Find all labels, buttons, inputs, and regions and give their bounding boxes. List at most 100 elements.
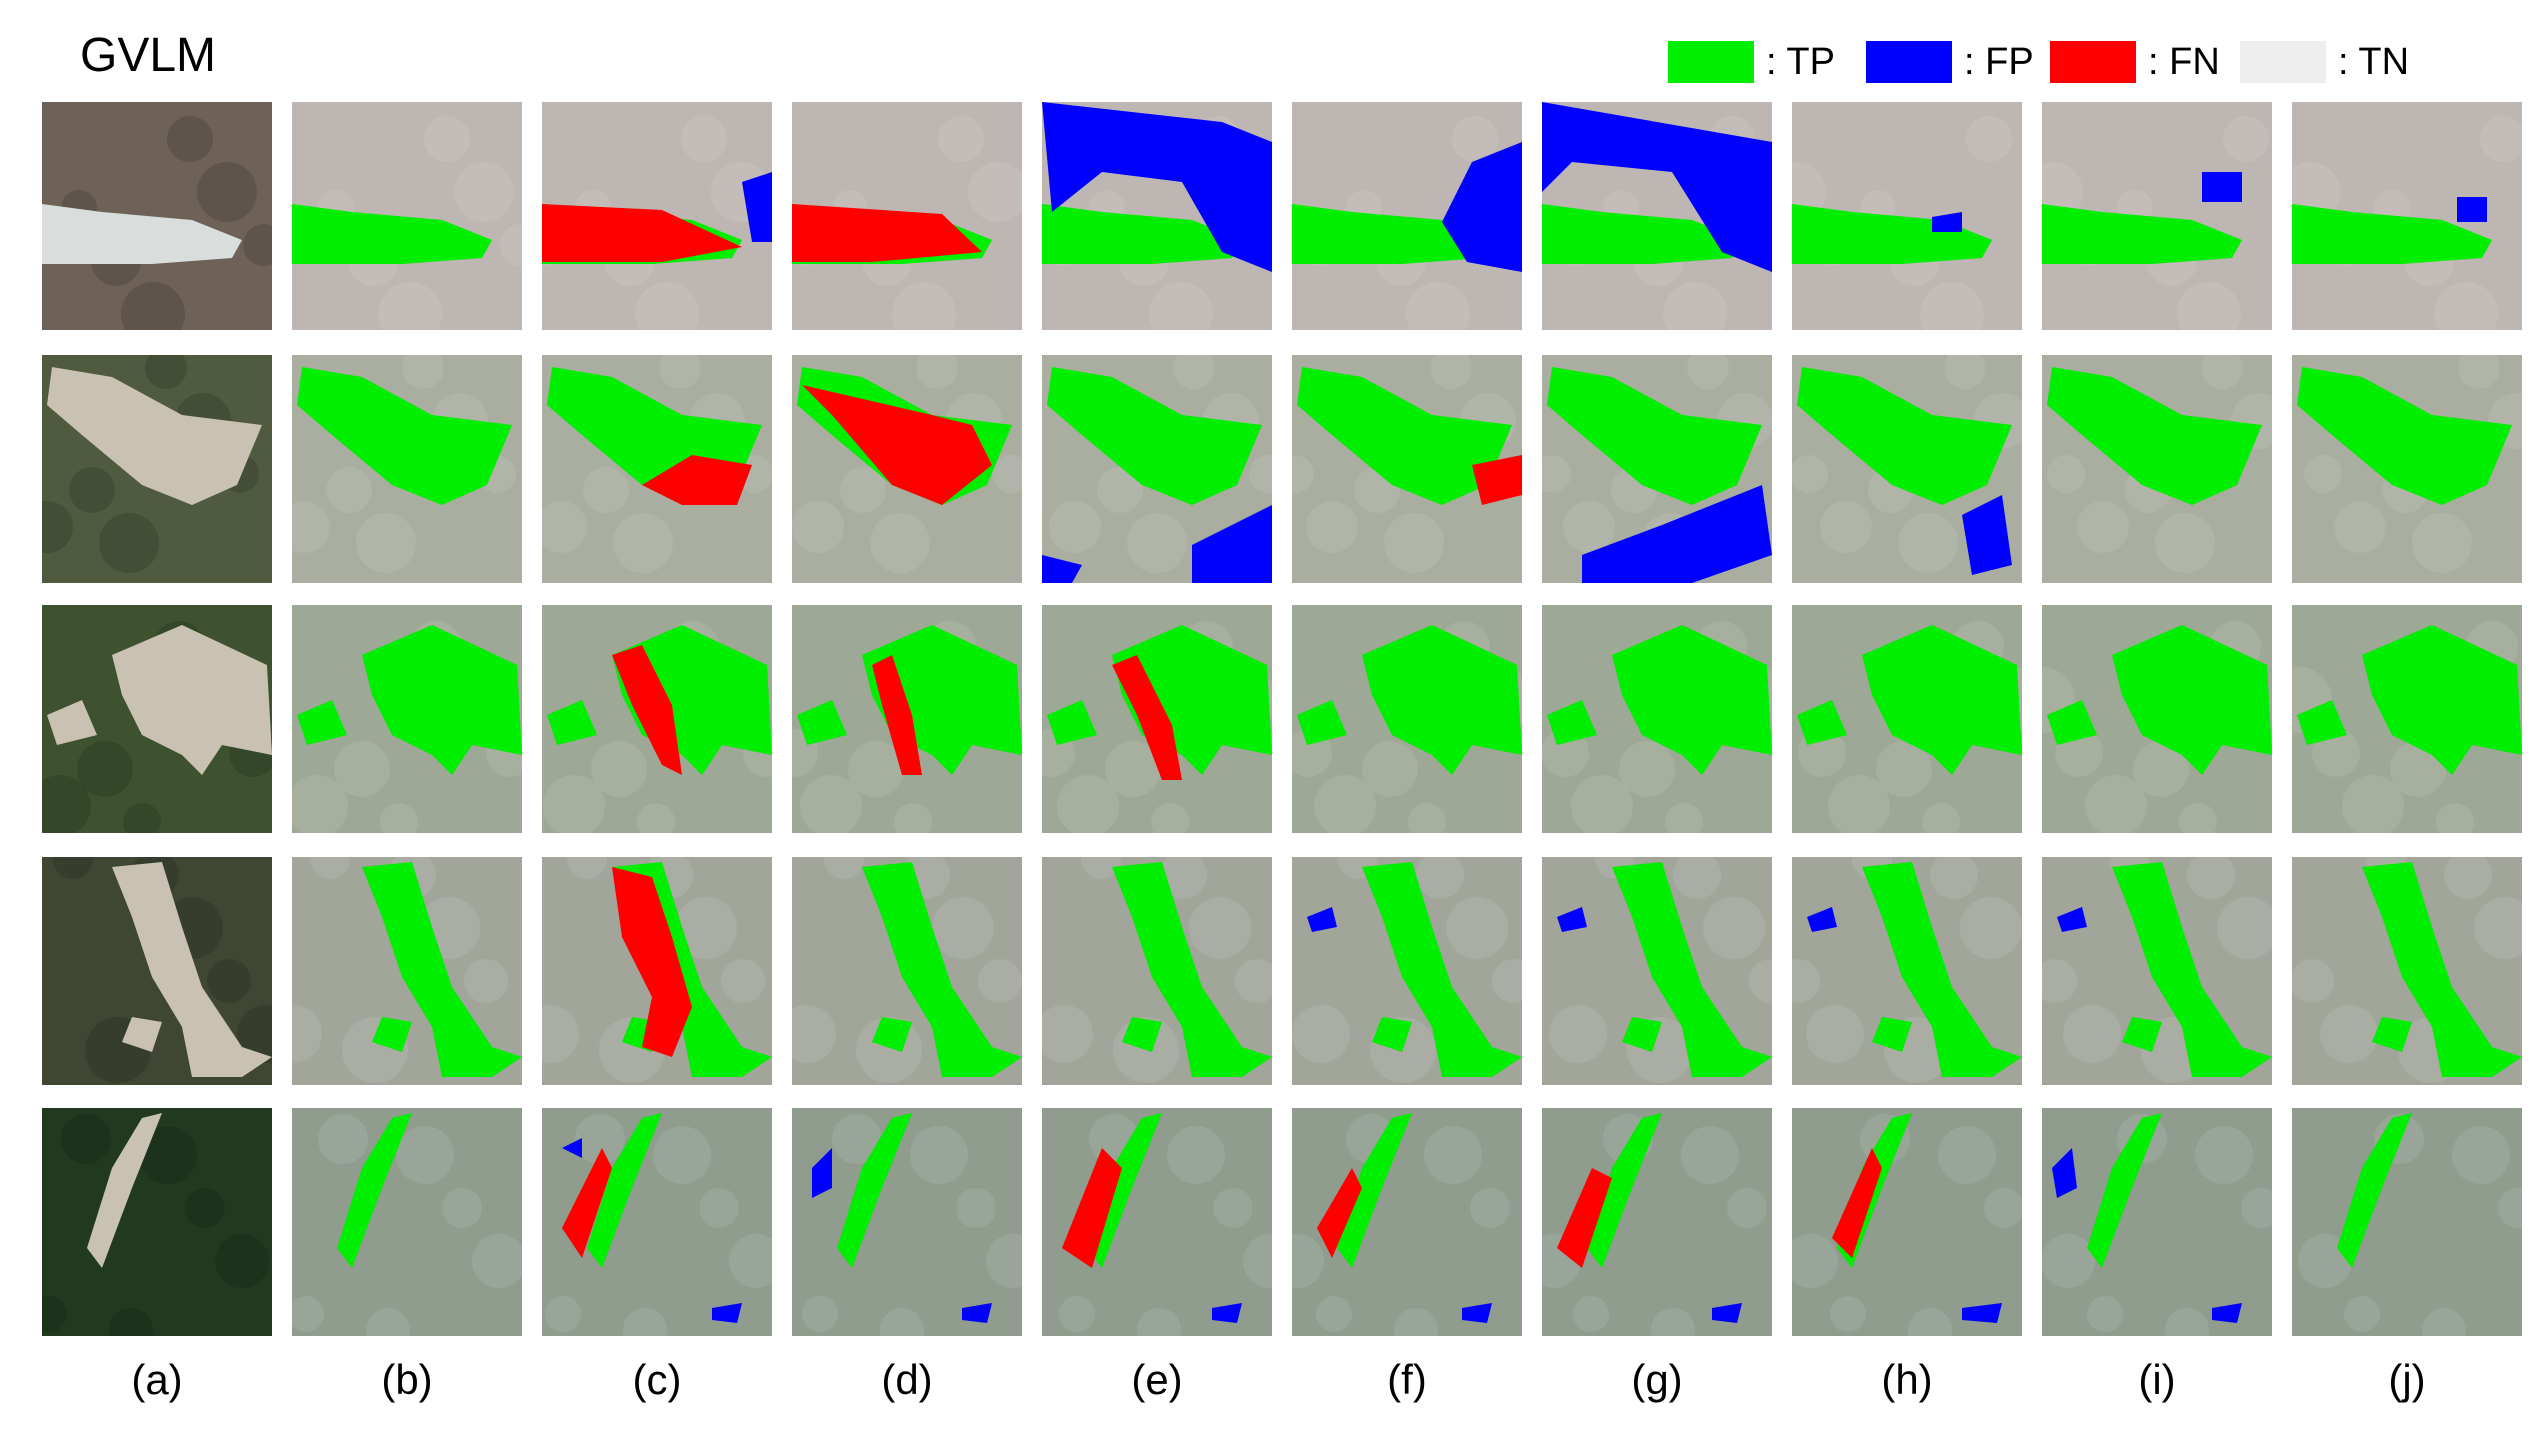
true-positive-region [1862, 862, 2022, 1077]
tile-row3-h [1792, 605, 2022, 833]
texture-blotch [1571, 775, 1633, 833]
texture-blotch [1151, 803, 1189, 833]
tile-image [2292, 1108, 2522, 1336]
texture-blotch [326, 467, 372, 513]
legend-item-fn: : FN [2050, 38, 2220, 86]
texture-blotch [681, 116, 727, 162]
texture-blotch [675, 897, 737, 959]
column-label-g: (g) [1631, 1356, 1683, 1403]
texture-blotch [61, 1114, 111, 1164]
texture-blotch [2042, 959, 2077, 1003]
true-positive-region [1112, 862, 1272, 1077]
landslide-region [42, 204, 242, 264]
tile-row1-g [1542, 102, 1772, 330]
false-positive-region [2057, 907, 2087, 932]
texture-blotch [1292, 455, 1314, 493]
texture-blotch [2342, 775, 2404, 833]
false-positive-region [2202, 172, 2242, 202]
tile-row1-b [292, 102, 522, 330]
texture-blotch [2334, 501, 2386, 553]
true-positive-region [1797, 625, 2022, 775]
column-label-c: (c) [632, 1356, 682, 1403]
texture-blotch [567, 857, 607, 879]
true-positive-region [2337, 1113, 2412, 1268]
texture-blotch [1137, 1308, 1181, 1336]
tile-row2-e [1042, 355, 1272, 583]
texture-blotch [659, 355, 701, 389]
texture-blotch [378, 282, 442, 330]
column-label-j: (j) [2388, 1356, 2426, 1403]
tile-image [792, 605, 1022, 833]
tile-row4-g [1542, 857, 1772, 1085]
texture-blotch [123, 803, 161, 833]
texture-blotch [215, 1234, 269, 1288]
texture-blotch [1820, 501, 1872, 553]
true-positive-region [587, 1113, 662, 1268]
texture-blotch [500, 224, 522, 266]
texture-blotch [1042, 1005, 1093, 1063]
tile-image [1542, 102, 1772, 330]
tile-image [1542, 1108, 1772, 1336]
true-positive-region [1362, 862, 1522, 1077]
true-positive-region [337, 1113, 412, 1268]
texture-blotch [892, 282, 956, 330]
texture-blotch [1960, 897, 2022, 959]
tile-row4-i [2042, 857, 2272, 1085]
tile-row5-d [792, 1108, 1022, 1336]
texture-blotch [1416, 857, 1464, 899]
texture-blotch [1424, 1126, 1482, 1184]
texture-blotch [2223, 116, 2269, 162]
texture-blotch [197, 162, 257, 222]
texture-blotch [2458, 355, 2500, 389]
texture-blotch [2177, 282, 2241, 330]
true-positive-region [1337, 1113, 1412, 1268]
tile-row1-e [1042, 102, 1272, 330]
texture-blotch [1149, 282, 1213, 330]
true-positive-region [2042, 204, 2242, 264]
tile-image [1042, 1108, 1272, 1336]
false-positive-region [1042, 102, 1272, 272]
texture-blotch [545, 1296, 581, 1332]
texture-blotch [1384, 513, 1444, 573]
landslide-region [47, 367, 262, 505]
texture-blotch [916, 355, 958, 389]
texture-blotch [42, 501, 73, 553]
texture-blotch [2292, 959, 2334, 1003]
texture-blotch [870, 513, 930, 573]
tile-row3-j [2292, 605, 2522, 833]
texture-blotch [1542, 455, 1571, 493]
tile-image [2042, 102, 2272, 330]
texture-blotch [292, 775, 348, 833]
tile-row5-g [1542, 1108, 1772, 1336]
texture-blotch [396, 1126, 454, 1184]
false-negative-region [612, 867, 692, 1057]
texture-blotch [424, 116, 470, 162]
true-positive-region [297, 367, 512, 505]
texture-blotch [243, 224, 272, 266]
texture-blotch [1619, 741, 1675, 797]
tile-image [1792, 857, 2022, 1085]
column-label-d: (d) [881, 1356, 933, 1403]
tile-row2-h [1792, 355, 2022, 583]
tile-background [42, 1108, 272, 1336]
false-negative-region [1317, 1168, 1362, 1258]
texture-blotch [2444, 857, 2492, 899]
tile-image [792, 1108, 1022, 1336]
texture-blotch [1651, 1308, 1695, 1336]
texture-blotch [109, 1308, 153, 1336]
tile-row1-f [1292, 102, 1522, 330]
tile-image [2042, 605, 2272, 833]
tile-image [1792, 102, 2022, 330]
column-label-h: (h) [1881, 1356, 1933, 1403]
texture-blotch [121, 282, 185, 330]
true-positive-region [1292, 204, 1492, 264]
tile-row1-a [42, 102, 272, 330]
column-label-a: (a) [131, 1356, 183, 1403]
false-positive-region [1542, 102, 1772, 272]
tile-row4-b [292, 857, 522, 1085]
tile-image [1042, 102, 1272, 330]
false-negative-region [1112, 655, 1182, 780]
texture-blotch [1173, 355, 1215, 389]
tile-row3-g [1542, 605, 1772, 833]
texture-blotch [292, 1005, 322, 1063]
